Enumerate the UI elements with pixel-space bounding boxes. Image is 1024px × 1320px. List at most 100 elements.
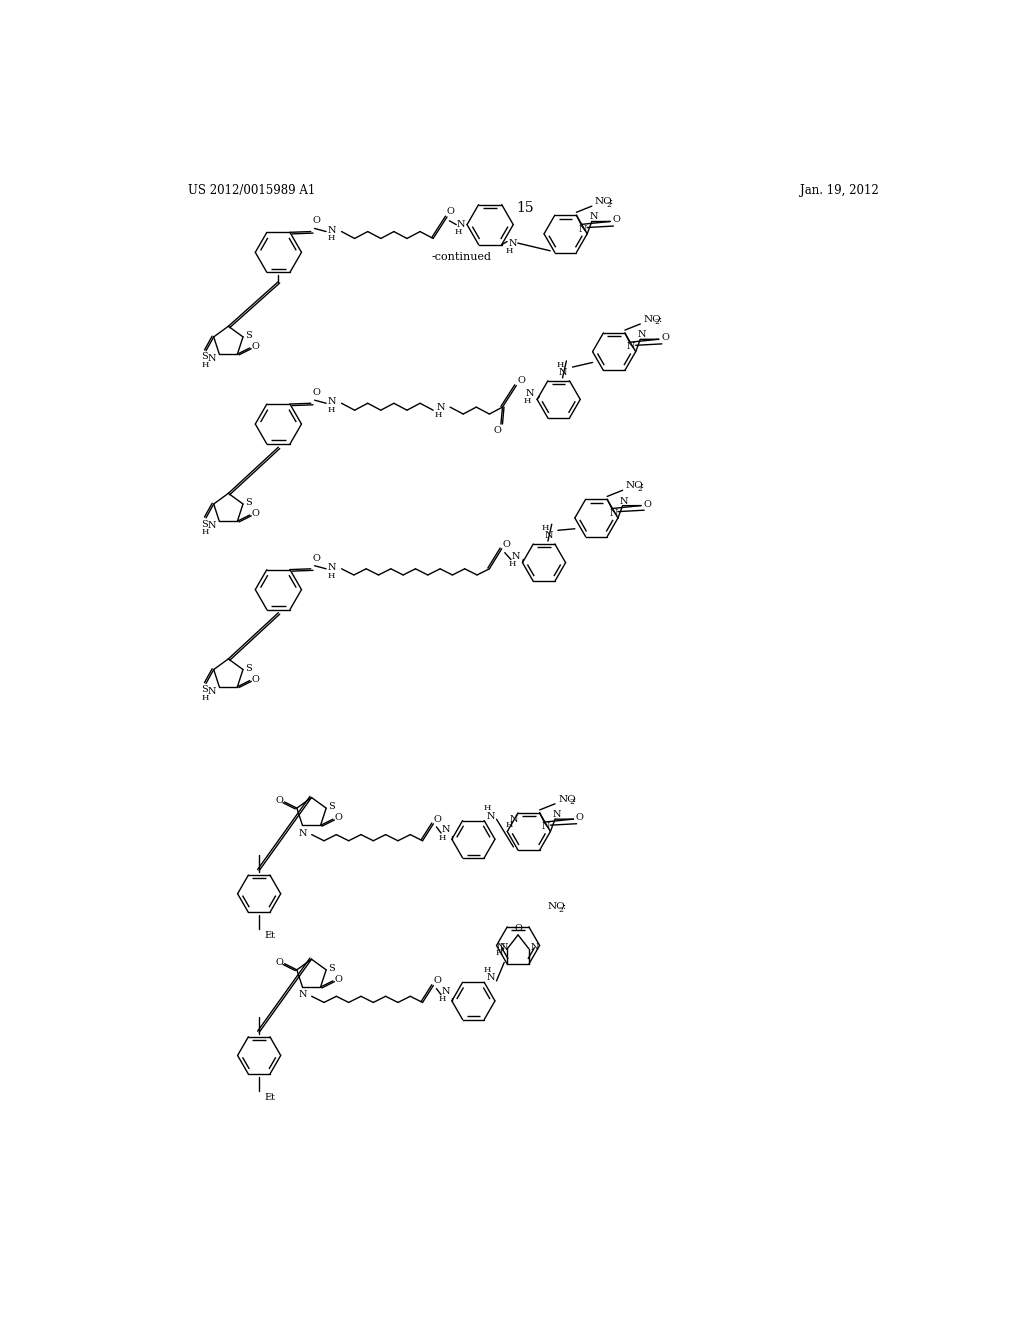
Text: H: H — [506, 247, 513, 255]
Text: N: N — [511, 552, 520, 561]
Text: H: H — [439, 995, 446, 1003]
Text: S: S — [328, 964, 335, 973]
Text: N: N — [530, 942, 540, 952]
Text: O: O — [612, 215, 621, 224]
Text: H: H — [434, 411, 441, 418]
Text: O: O — [643, 499, 651, 508]
Text: H: H — [542, 524, 549, 532]
Text: N: N — [497, 942, 506, 952]
Text: O: O — [517, 376, 525, 385]
Text: N: N — [298, 829, 307, 838]
Text: 2: 2 — [637, 484, 642, 492]
Text: H: H — [483, 966, 490, 974]
Text: O: O — [494, 426, 501, 434]
Text: O: O — [334, 813, 342, 822]
Text: H: H — [202, 528, 209, 536]
Text: N: N — [559, 368, 567, 378]
Text: NO: NO — [558, 795, 575, 804]
Text: O: O — [275, 796, 283, 805]
Text: N: N — [509, 814, 518, 824]
Text: 15: 15 — [516, 202, 534, 215]
Text: O: O — [514, 924, 522, 933]
Text: 2: 2 — [559, 906, 563, 913]
Text: N: N — [328, 397, 337, 407]
Text: O: O — [433, 977, 441, 986]
Text: O: O — [251, 510, 259, 517]
Text: 2: 2 — [569, 799, 574, 807]
Text: S: S — [201, 685, 208, 694]
Text: N: N — [542, 822, 550, 832]
Text: N: N — [545, 531, 553, 540]
Text: O: O — [334, 975, 342, 983]
Text: 2: 2 — [654, 318, 659, 326]
Text: N: N — [638, 330, 646, 339]
Text: Jan. 19, 2012: Jan. 19, 2012 — [801, 185, 880, 197]
Text: N: N — [486, 973, 495, 982]
Text: NO: NO — [626, 482, 643, 490]
Text: H: H — [509, 560, 516, 568]
Text: H: H — [202, 693, 209, 701]
Text: US 2012/0015989 A1: US 2012/0015989 A1 — [188, 185, 315, 197]
Text: S: S — [328, 803, 335, 810]
Text: N: N — [441, 987, 450, 997]
Text: N: N — [609, 508, 617, 517]
Text: N: N — [207, 686, 216, 696]
Text: N: N — [328, 226, 337, 235]
Text: 2: 2 — [606, 201, 611, 209]
Text: O: O — [662, 333, 669, 342]
Text: N: N — [620, 496, 629, 506]
Text: O: O — [251, 675, 259, 684]
Text: H: H — [496, 949, 503, 957]
Text: S: S — [245, 664, 252, 672]
Text: H: H — [454, 227, 462, 235]
Text: O: O — [313, 388, 321, 397]
Text: S: S — [245, 498, 252, 507]
Text: H: H — [523, 397, 530, 405]
Text: N: N — [328, 562, 337, 572]
Text: N: N — [552, 810, 561, 820]
Text: N: N — [500, 942, 509, 952]
Text: N: N — [436, 403, 445, 412]
Text: H: H — [505, 821, 512, 829]
Text: N: N — [457, 220, 465, 230]
Text: Et: Et — [264, 1093, 275, 1101]
Text: H: H — [202, 360, 209, 368]
Text: NO: NO — [643, 315, 662, 323]
Text: O: O — [313, 553, 321, 562]
Text: :: : — [641, 482, 644, 490]
Text: H: H — [327, 235, 335, 243]
Text: :: : — [610, 197, 613, 206]
Text: O: O — [446, 207, 455, 216]
Text: S: S — [201, 520, 208, 528]
Text: S: S — [201, 352, 208, 362]
Text: Et: Et — [264, 931, 275, 940]
Text: :: : — [562, 903, 566, 912]
Text: N: N — [207, 521, 216, 531]
Text: O: O — [275, 957, 283, 966]
Text: O: O — [503, 540, 510, 549]
Text: O: O — [313, 216, 321, 226]
Text: H: H — [556, 360, 564, 368]
Text: O: O — [251, 342, 259, 351]
Text: O: O — [433, 814, 441, 824]
Text: N: N — [526, 389, 535, 397]
Text: N: N — [207, 354, 216, 363]
Text: -continued: -continued — [432, 252, 492, 261]
Text: :: : — [573, 795, 577, 804]
Text: H: H — [439, 834, 446, 842]
Text: N: N — [589, 213, 598, 222]
Text: NO: NO — [595, 197, 612, 206]
Text: N: N — [508, 239, 517, 248]
Text: H: H — [327, 572, 335, 579]
Text: N: N — [627, 342, 635, 351]
Text: H: H — [483, 804, 490, 812]
Text: N: N — [579, 224, 587, 234]
Text: H: H — [327, 407, 335, 414]
Text: N: N — [441, 825, 450, 834]
Text: NO: NO — [547, 903, 565, 912]
Text: O: O — [575, 813, 584, 822]
Text: N: N — [486, 812, 495, 821]
Text: S: S — [245, 331, 252, 339]
Text: :: : — [658, 315, 662, 323]
Text: N: N — [298, 990, 307, 999]
